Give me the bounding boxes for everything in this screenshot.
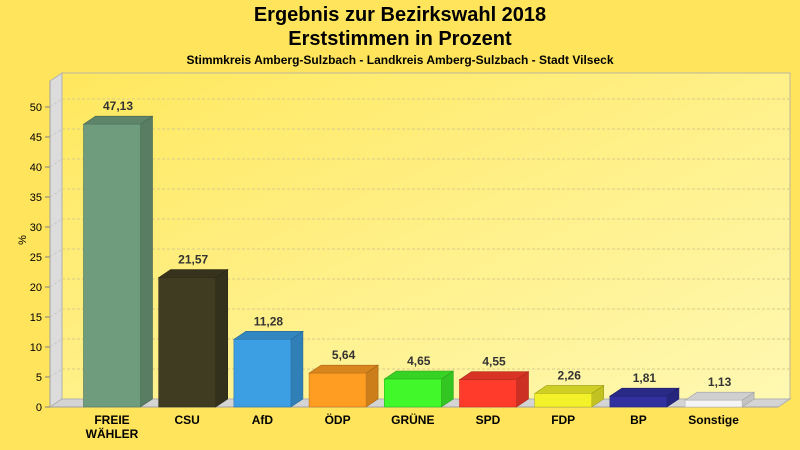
- bar-group: 4,55: [458, 355, 530, 408]
- bar-side: [215, 269, 228, 408]
- bar-value-label: 47,13: [103, 99, 133, 113]
- bar: [83, 123, 141, 408]
- y-tick-label: 25: [30, 252, 42, 264]
- y-tick-label: 35: [30, 192, 42, 204]
- bar-top: [308, 364, 380, 374]
- y-tick-label: 45: [30, 132, 42, 144]
- x-tick-label: GRÜNE: [391, 412, 434, 427]
- bar-group: 5,64: [308, 348, 380, 408]
- gridline-side: [49, 188, 63, 198]
- bar: [684, 399, 743, 408]
- bar-value-label: 1,81: [633, 371, 657, 385]
- bar-top: [533, 385, 605, 394]
- bar-top: [383, 370, 455, 380]
- bar-group: 2,26: [533, 368, 605, 408]
- bar-value-label: 1,13: [708, 375, 732, 389]
- y-tick-label: 30: [30, 222, 42, 234]
- y-tick-label: 10: [30, 342, 42, 354]
- gridline-side: [49, 278, 63, 288]
- bar-top: [157, 269, 229, 278]
- x-tick-label: SPD: [476, 413, 501, 427]
- x-tick-label: Sonstige: [688, 413, 739, 427]
- bar-value-label: 2,26: [558, 368, 582, 382]
- y-tick-label: 15: [30, 312, 42, 324]
- bar: [383, 378, 442, 408]
- x-tick-label: AfD: [252, 413, 274, 427]
- bar-value-label: 4,65: [407, 354, 431, 368]
- x-tick-label: FREIE: [94, 413, 129, 427]
- bar-top: [458, 371, 530, 381]
- x-tick-label: WÄHLER: [86, 426, 139, 441]
- bar-group: 21,57: [157, 253, 229, 408]
- bar-value-label: 5,64: [332, 348, 356, 362]
- bar: [609, 395, 668, 408]
- bar: [233, 339, 292, 408]
- bar-group: 1,13: [684, 375, 756, 408]
- bar-group: 11,28: [232, 314, 304, 408]
- bar: [534, 393, 593, 408]
- y-tick-label: 20: [30, 282, 42, 294]
- y-tick-label: 5: [36, 372, 42, 384]
- plot-side-wall: [49, 72, 63, 408]
- chart-location: Stimmkreis Amberg-Sulzbach - Landkreis A…: [186, 53, 614, 67]
- bar-top: [82, 115, 154, 125]
- gridline-side: [49, 98, 63, 108]
- y-tick-label: 0: [36, 402, 42, 414]
- y-axis-label: %: [17, 235, 29, 245]
- x-tick-label: CSU: [175, 413, 200, 427]
- bar-value-label: 11,28: [254, 314, 284, 328]
- bar-side: [140, 115, 153, 408]
- bar: [158, 277, 216, 408]
- bar-value-label: 4,55: [482, 355, 506, 369]
- gridline-side: [49, 218, 63, 228]
- gridline-side: [49, 308, 63, 318]
- bar-top: [684, 391, 756, 401]
- bar-top: [608, 387, 680, 397]
- gridline-side: [49, 248, 63, 258]
- chart-title: Ergebnis zur Bezirkswahl 2018: [253, 4, 547, 26]
- gridline-side: [49, 338, 63, 348]
- bar: [308, 372, 367, 408]
- bar-value-label: 21,57: [178, 253, 208, 267]
- x-tick-label: ÖDP: [325, 412, 351, 427]
- gridline-side: [49, 128, 63, 138]
- x-tick-label: FDP: [551, 413, 575, 427]
- y-tick-label: 40: [30, 162, 42, 174]
- bar-group: 47,13: [82, 99, 154, 408]
- bar-side: [290, 330, 304, 408]
- bar-group: 4,65: [383, 354, 455, 408]
- bar-top: [232, 331, 304, 340]
- x-tick-label: BP: [630, 413, 647, 427]
- gridline-side: [49, 158, 63, 168]
- y-tick-label: 50: [30, 102, 42, 114]
- chart-subtitle: Erststimmen in Prozent: [288, 28, 512, 50]
- bar: [459, 379, 517, 408]
- bar-group: 1,81: [608, 371, 680, 408]
- gridline-side: [49, 368, 63, 378]
